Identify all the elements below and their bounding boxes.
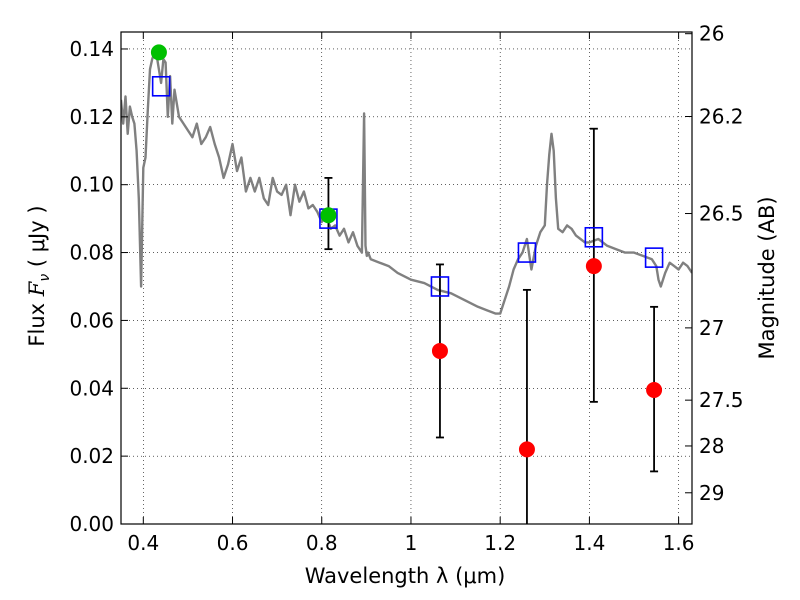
y-tick-label: 0.02	[69, 444, 114, 468]
spectrum-layer	[121, 51, 692, 315]
right-tick-label: 26.2	[699, 104, 744, 128]
measurements-point	[585, 258, 602, 275]
x-tick-label: 0.6	[217, 531, 249, 555]
x-tick-label: 0.8	[306, 531, 338, 555]
right-tick-label: 26.5	[699, 202, 744, 226]
y-axis-label: Flux Fν ( μJy )	[25, 205, 53, 346]
right-tick-label: 27.5	[699, 388, 744, 412]
right-axis-label: Magnitude (AB)	[755, 196, 779, 359]
x-tick-label: 1.2	[484, 531, 516, 555]
spectrum-line	[121, 51, 692, 315]
model-photometry-point	[151, 75, 171, 97]
detections-point	[150, 44, 167, 61]
y-axis-label-unit: ( μJy )	[25, 205, 49, 273]
x-tick-label: 0.4	[127, 531, 159, 555]
measurements-point	[431, 342, 448, 359]
right-tick-label: 27	[699, 316, 724, 340]
y-axis-label-prefix: Flux	[25, 296, 49, 346]
x-tick-label: 1	[405, 531, 418, 555]
x-tick-label: 1.4	[573, 531, 605, 555]
model-photometry-point	[430, 276, 450, 297]
y-tick-label: 0.10	[69, 173, 114, 197]
right-tick-label: 28	[699, 434, 724, 458]
detections-point	[320, 207, 337, 224]
tick-layer: 0.4 0.6 0.8 1 1.2 1.4 1.6 0.00 0.02 0.04 0.06 0.08 0…	[69, 22, 743, 555]
y-tick-label: 0.06	[69, 308, 114, 332]
y-tick-label: 0.08	[69, 241, 114, 265]
y-tick-label: 0.14	[69, 37, 114, 61]
right-tick-label: 26	[699, 22, 724, 46]
x-axis-label: Wavelength λ (μm)	[305, 564, 506, 588]
marker-layer	[150, 44, 664, 458]
model-photometry-point	[584, 226, 604, 248]
model-photometry-point	[644, 247, 664, 268]
measurements-point	[518, 441, 535, 458]
y-axis-label-symbol: F	[25, 280, 49, 297]
measurements-point	[646, 381, 663, 398]
y-axis-label-subscript: ν	[37, 274, 53, 282]
plot-frame	[120, 31, 693, 525]
model-photometry-point	[517, 242, 537, 263]
y-tick-label: 0.12	[69, 105, 114, 129]
y-tick-label: 0.04	[69, 376, 114, 400]
y-tick-label: 0.00	[69, 512, 114, 536]
right-tick-label: 29	[699, 481, 724, 505]
x-tick-label: 1.6	[663, 531, 695, 555]
